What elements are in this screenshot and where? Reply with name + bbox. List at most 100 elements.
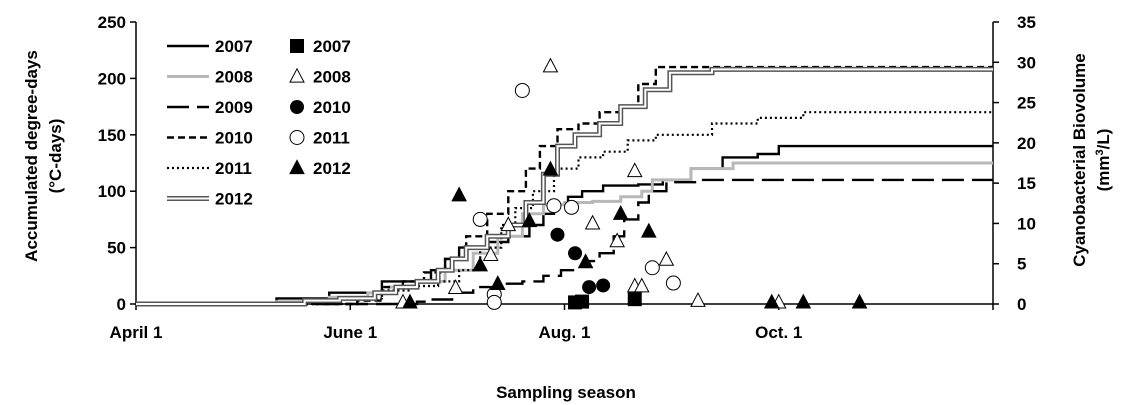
point-series-2008-triangle-open <box>395 57 787 309</box>
point-2011-4 <box>546 198 562 214</box>
point-2012-8 <box>640 222 657 238</box>
legend-line-item-2008: 2008 <box>167 68 253 87</box>
right-tick-label-20: 20 <box>1017 134 1036 153</box>
point-2008-7 <box>626 162 643 178</box>
left-axis-title-line-2: (°C-days) <box>46 119 65 194</box>
line-series-2007-solid-black <box>136 144 993 306</box>
legend-line-item-2010: 2010 <box>167 129 253 148</box>
legend-line-label-2009: 2009 <box>215 98 253 117</box>
point-series-2010-circle-filled <box>550 227 611 295</box>
legend-marker-label-2008: 2008 <box>313 68 351 87</box>
legend-marker-2011 <box>289 130 305 145</box>
legend-line-item-2012: 2012 <box>167 190 253 209</box>
x-tick-label-2: Aug. 1 <box>539 323 591 342</box>
legend-line-label-2011: 2011 <box>215 159 252 178</box>
left-tick-label-100: 100 <box>98 182 126 201</box>
right-tick-label-30: 30 <box>1017 53 1036 72</box>
biovolume-points <box>395 57 868 310</box>
line-2007-stroke-0 <box>136 144 993 306</box>
point-2008-2 <box>482 246 499 261</box>
point-2011-7 <box>665 275 681 291</box>
legend-marker-2008 <box>289 67 305 83</box>
point-2007-1 <box>575 294 590 309</box>
left-tick-label-0: 0 <box>117 295 126 314</box>
line-2008-stroke-0 <box>136 161 993 306</box>
point-2008-10 <box>658 250 675 266</box>
point-2012-5 <box>542 160 559 176</box>
left-tick-label-200: 200 <box>98 69 126 88</box>
line-series-2010-short-dash <box>136 65 993 306</box>
x-tick-label-3: Oct. 1 <box>755 323 802 342</box>
line-series-2008-solid-gray <box>136 161 993 306</box>
legend-line-item-2007: 2007 <box>167 37 253 56</box>
point-2011-3 <box>514 82 530 98</box>
legend-marker-label-2010: 2010 <box>313 98 351 117</box>
right-tick-label-0: 0 <box>1017 295 1026 314</box>
legend-line-label-2012: 2012 <box>215 190 253 209</box>
line-2010-stroke-0 <box>136 65 993 306</box>
point-2010-0 <box>550 227 565 242</box>
point-2011-6 <box>644 260 660 276</box>
point-2008-9 <box>633 277 650 293</box>
right-tick-label-35: 35 <box>1017 13 1036 32</box>
left-axis-title-line-1: Accumulated degree-days <box>22 50 41 262</box>
point-2012-9 <box>763 293 780 309</box>
point-2012-4 <box>521 212 538 228</box>
legend-marker-item-2007: 2007 <box>290 37 351 56</box>
point-2010-2 <box>582 280 597 295</box>
right-tick-label-25: 25 <box>1017 94 1036 113</box>
legend-marker-2007 <box>290 39 304 53</box>
legend-line-label-2007: 2007 <box>215 37 253 56</box>
legend-marker-label-2011: 2011 <box>313 129 350 148</box>
point-2008-5 <box>584 214 601 230</box>
legend-marker-item-2010: 2010 <box>290 98 351 117</box>
line-2011-stroke-0 <box>136 111 993 306</box>
legend-line-label-2010: 2010 <box>215 129 253 148</box>
right-tick-label-15: 15 <box>1017 174 1036 193</box>
point-2012-10 <box>795 293 812 309</box>
left-axis-title: Accumulated degree-days (°C-days) <box>22 50 65 262</box>
legend: 2007 2008 2009 2010 2011 2012 2007 2008 2010 2011… <box>167 37 351 209</box>
legend-marker-label-2007: 2007 <box>313 37 351 56</box>
point-2008-1 <box>447 279 464 294</box>
right-axis-unit-sup: 3 <box>1094 149 1106 155</box>
line-2012-stroke-1 <box>136 68 993 305</box>
point-2012-11 <box>851 293 868 309</box>
legend-marker-2010 <box>290 100 304 114</box>
point-series-2011-circle-open <box>472 82 681 310</box>
left-tick-label-150: 150 <box>98 126 126 145</box>
axes: 0 50 100 150 200 250 0 5 10 15 20 25 30 35 April 1 June… <box>98 13 1036 342</box>
point-2012-2 <box>472 256 489 272</box>
right-axis-unit-a: (mm <box>1094 156 1113 192</box>
point-2008-11 <box>690 292 706 307</box>
point-2012-7 <box>612 204 629 220</box>
legend-line-item-2011: 2011 <box>167 159 252 178</box>
point-series-2007-square-filled <box>568 292 642 310</box>
left-tick-label-250: 250 <box>98 13 126 32</box>
legend-marker-item-2008: 2008 <box>289 67 351 87</box>
right-tick-label-10: 10 <box>1017 214 1036 233</box>
point-2008-3 <box>500 216 517 232</box>
legend-line-item-2009: 2009 <box>167 98 253 117</box>
line-2009-stroke-0 <box>136 178 993 306</box>
point-2010-1 <box>568 246 583 261</box>
right-axis-title-line-1: Cyanobacterial Biovolume <box>1070 53 1089 267</box>
x-tick-label-1: June 1 <box>323 323 377 342</box>
right-axis-title: Cyanobacterial Biovolume (mm3/L) <box>1070 53 1113 267</box>
point-series-2012-triangle-filled <box>402 160 868 309</box>
legend-marker-label-2012: 2012 <box>313 159 351 178</box>
point-2007-2 <box>627 292 642 307</box>
point-2012-3 <box>489 275 506 290</box>
point-2012-0 <box>402 293 418 309</box>
line-series-2011-dotted <box>136 111 993 306</box>
point-2008-4 <box>542 57 559 73</box>
point-2011-5 <box>564 199 580 215</box>
line-series-2009-long-dash <box>136 178 993 306</box>
x-tick-label-0: April 1 <box>110 323 163 342</box>
legend-marker-2012 <box>289 159 305 175</box>
line-series-2012-double <box>136 66 993 307</box>
point-2008-6 <box>609 232 626 248</box>
legend-marker-item-2011: 2011 <box>289 129 350 148</box>
point-2012-6 <box>577 253 594 269</box>
